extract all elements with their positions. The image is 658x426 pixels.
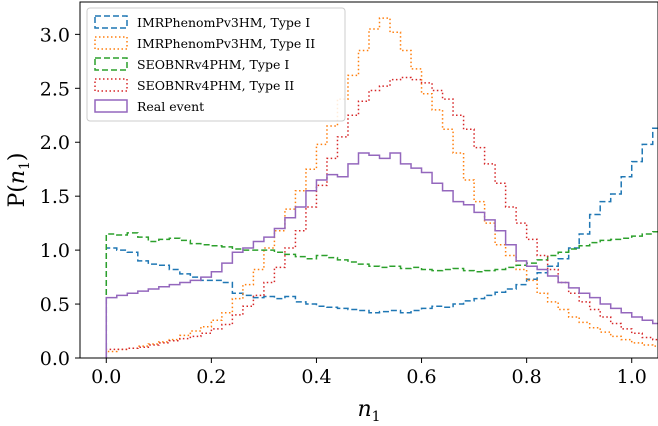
x-tick-label: 1.0 xyxy=(617,366,647,388)
plot-layer xyxy=(105,17,658,358)
legend-label-3: SEOBNRv4PHM, Type II xyxy=(137,78,294,93)
legend-box xyxy=(86,7,346,122)
y-tick-label: 3.0 xyxy=(40,24,70,46)
legend-swatch-2 xyxy=(94,57,128,71)
x-axis-label-base: n xyxy=(357,397,371,422)
y-axis-label: P(n1) xyxy=(5,152,33,207)
x-axis-label-sub: 1 xyxy=(372,409,381,425)
x-tick-label: 0.6 xyxy=(406,366,436,388)
y-tick-label: 0.0 xyxy=(40,348,70,370)
y-axis-label-suffix: ) xyxy=(5,152,30,161)
x-tick-label: 0.2 xyxy=(196,366,226,388)
ticks-layer: 0.0 0.2 0.4 0.6 0.8 1.0 0.0 0.5 1.0 1.5 2.0 2.5 3.0 xyxy=(40,24,647,388)
legend-label-0: IMRPhenomPv3HM, Type I xyxy=(137,15,310,30)
series-line-0 xyxy=(105,127,658,358)
x-axis-label: n1 xyxy=(357,397,380,425)
y-tick-label: 2.5 xyxy=(40,78,70,100)
series-line-4 xyxy=(105,152,658,358)
x-tick-label: 0.0 xyxy=(91,366,121,388)
legend-label-2: SEOBNRv4PHM, Type I xyxy=(137,57,289,72)
y-tick-label: 2.0 xyxy=(40,132,70,154)
y-axis-label-prefix: P( xyxy=(5,184,30,207)
y-axis-label-var: n xyxy=(5,170,30,184)
legend-swatch-0 xyxy=(94,15,128,29)
x-tick-label: 0.4 xyxy=(301,366,331,388)
series-line-3 xyxy=(105,76,658,358)
legend-swatch-4 xyxy=(94,99,128,113)
x-tick-label: 0.8 xyxy=(512,366,542,388)
y-tick-label: 1.0 xyxy=(40,240,70,262)
y-axis-label-sub: 1 xyxy=(17,161,33,170)
legend-label-1: IMRPhenomPv3HM, Type II xyxy=(137,36,315,51)
y-tick-label: 0.5 xyxy=(40,294,70,316)
y-tick-label: 1.5 xyxy=(40,186,70,208)
legend-label-4: Real event xyxy=(137,99,204,114)
legend-swatch-3 xyxy=(94,78,128,92)
series-line-1 xyxy=(105,17,658,358)
plot-frame xyxy=(79,1,658,359)
series-line-2 xyxy=(105,231,658,358)
legend: IMRPhenomPv3HM, Type I IMRPhenomPv3HM, Ty… xyxy=(86,7,346,122)
legend-swatch-1 xyxy=(94,36,128,50)
